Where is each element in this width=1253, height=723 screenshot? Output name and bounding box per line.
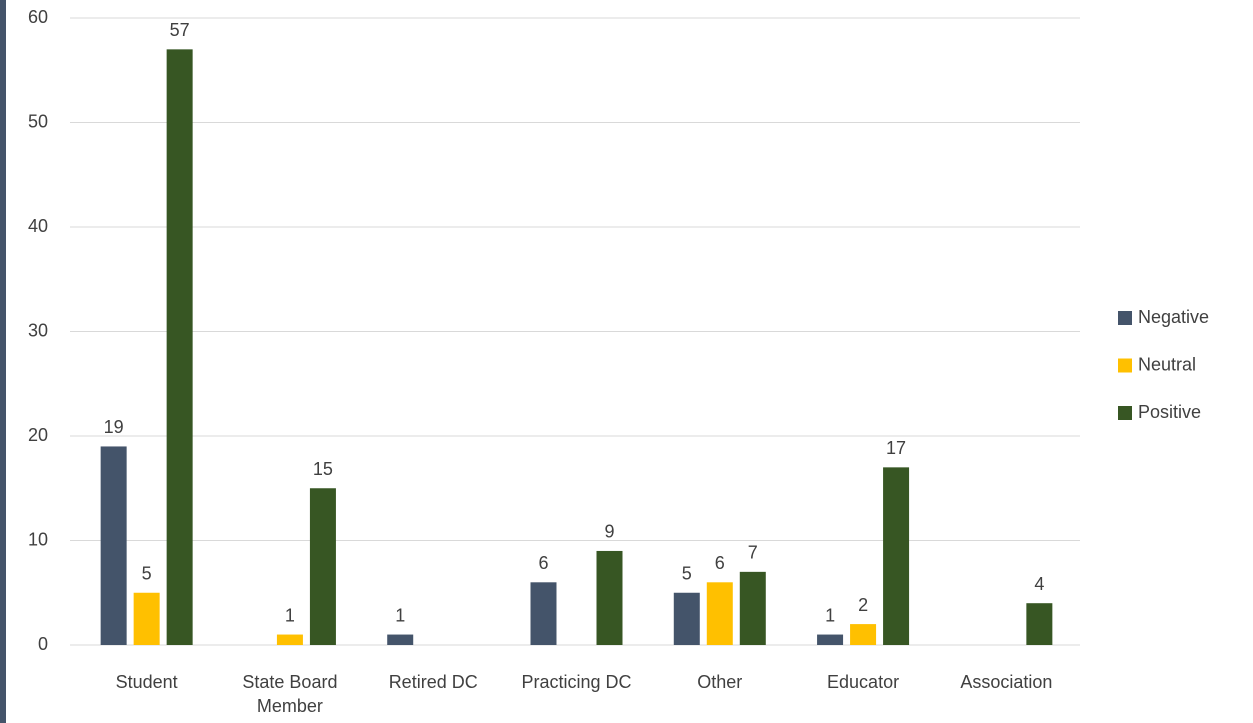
legend-swatch xyxy=(1118,406,1132,420)
x-tick-label: Retired DC xyxy=(388,672,478,692)
bar xyxy=(1026,603,1053,645)
bar xyxy=(166,49,193,646)
data-label: 2 xyxy=(858,595,868,615)
legend-label: Positive xyxy=(1138,402,1201,422)
data-label: 5 xyxy=(682,564,692,584)
y-tick-label: 10 xyxy=(28,529,48,549)
data-label: 9 xyxy=(604,522,614,542)
data-label: 6 xyxy=(715,553,725,573)
x-tick-label: Association xyxy=(960,672,1053,692)
legend-label: Negative xyxy=(1138,307,1209,327)
bar xyxy=(706,582,733,645)
bar xyxy=(387,634,414,645)
data-label: 1 xyxy=(395,605,405,625)
bar xyxy=(883,467,910,645)
data-label: 1 xyxy=(285,605,295,625)
bar xyxy=(133,592,160,645)
y-tick-label: 20 xyxy=(28,425,48,445)
bar xyxy=(276,634,303,645)
x-tick-label: State Board Member xyxy=(242,672,338,716)
data-label: 1 xyxy=(825,605,835,625)
data-label: 7 xyxy=(748,543,758,563)
data-label: 5 xyxy=(142,564,152,584)
y-tick-label: 60 xyxy=(28,7,48,27)
bar xyxy=(817,634,844,645)
x-tick-label: Other xyxy=(697,672,743,692)
data-label: 4 xyxy=(1034,574,1044,594)
bar xyxy=(596,550,623,645)
data-label: 15 xyxy=(313,459,333,479)
bar xyxy=(673,592,700,645)
bar xyxy=(739,571,766,645)
bar xyxy=(309,488,336,645)
bar xyxy=(850,624,877,645)
bar xyxy=(530,582,557,645)
legend-swatch xyxy=(1118,311,1132,325)
data-label: 19 xyxy=(104,417,124,437)
x-tick-label: Student xyxy=(115,672,178,692)
data-label: 57 xyxy=(170,20,190,40)
x-tick-label: Educator xyxy=(827,672,900,692)
legend-label: Neutral xyxy=(1138,354,1196,374)
side-border xyxy=(0,0,6,723)
bar xyxy=(100,446,127,645)
y-tick-label: 50 xyxy=(28,111,48,131)
y-tick-label: 0 xyxy=(38,634,48,654)
x-tick-label: Practicing DC xyxy=(521,672,632,692)
data-label: 17 xyxy=(886,438,906,458)
data-label: 6 xyxy=(538,553,548,573)
legend-swatch xyxy=(1118,358,1132,373)
y-tick-label: 30 xyxy=(28,320,48,340)
y-tick-label: 40 xyxy=(28,216,48,236)
